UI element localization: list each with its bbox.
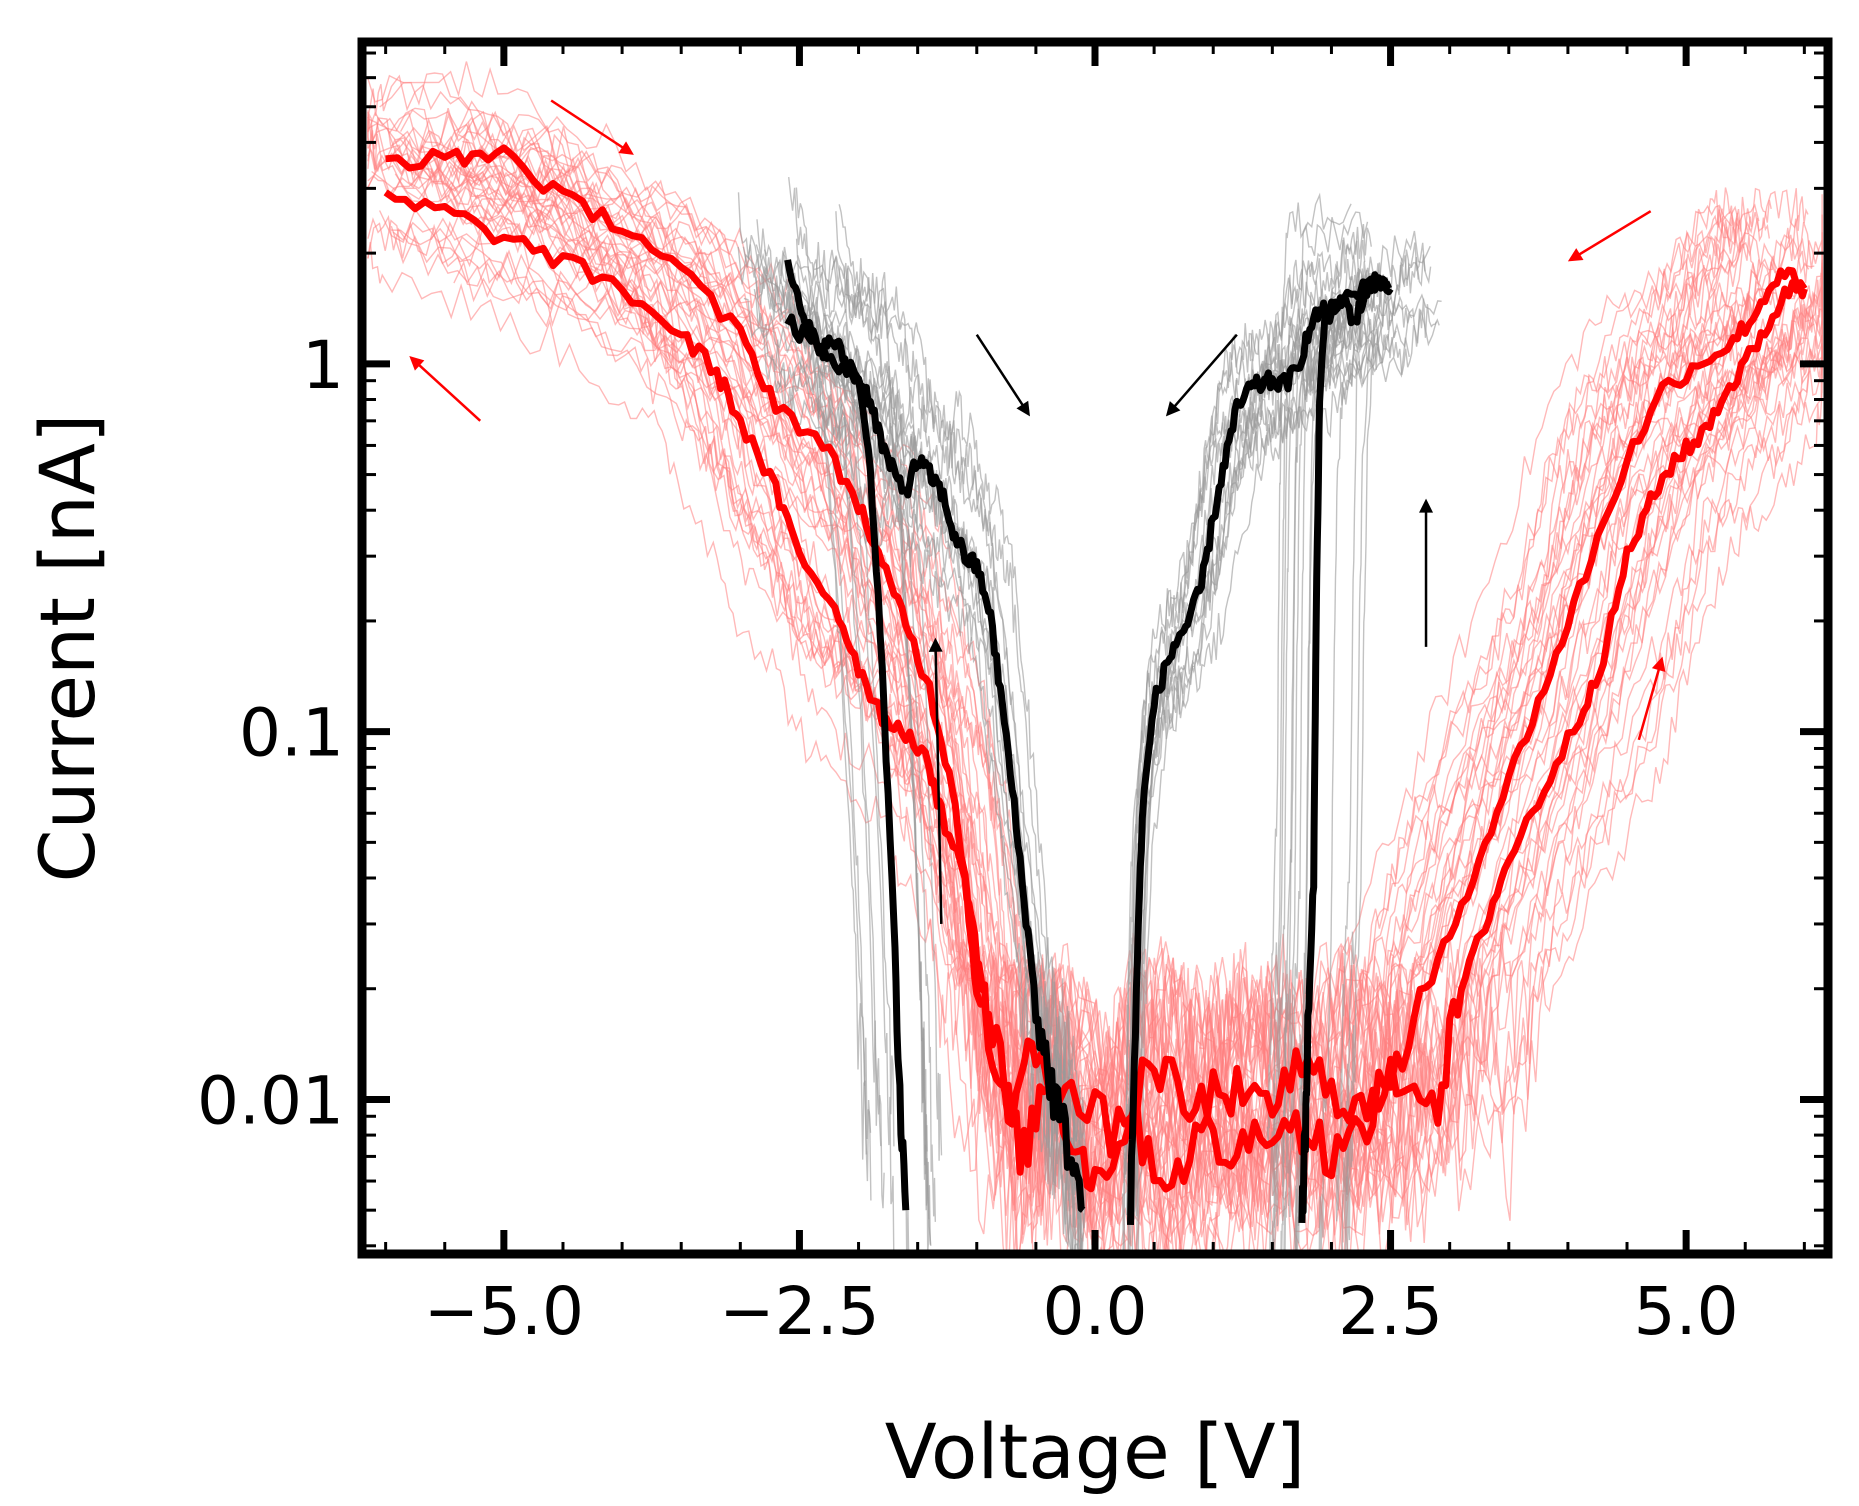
arrow-head xyxy=(1419,498,1434,513)
background-trace xyxy=(1125,239,1366,1160)
background-trace xyxy=(772,246,895,1147)
background-trace xyxy=(838,204,1087,1159)
background-trace xyxy=(1128,337,1380,1254)
background-trace xyxy=(462,110,1823,1105)
series-line-black-highlight-sweep-2 xyxy=(784,313,910,1211)
background-traces xyxy=(367,61,1823,1254)
background-trace xyxy=(737,192,1082,1191)
background-trace xyxy=(367,74,1732,1169)
background-trace xyxy=(1345,293,1442,1254)
background-trace xyxy=(1341,307,1437,1254)
direction-arrow xyxy=(1165,333,1238,417)
background-trace xyxy=(388,111,1809,1111)
background-trace xyxy=(1122,304,1340,1254)
background-trace xyxy=(367,110,1751,1099)
y-axis-title: Current [nA] xyxy=(23,413,112,882)
direction-arrow xyxy=(928,637,943,924)
direction-arrow xyxy=(409,356,482,422)
arrow-head xyxy=(1165,401,1181,417)
axis-ticks: −5.0 −2.5 0.0 2.5 5.0 0.01 0.1 1 xyxy=(197,42,1828,1350)
background-trace xyxy=(1288,267,1377,1218)
background-trace xyxy=(430,209,1823,1254)
arrow-shaft xyxy=(1637,665,1661,741)
background-trace xyxy=(831,255,943,1161)
background-trace xyxy=(367,72,1760,1155)
series-line-red-highlight-sweep-1 xyxy=(385,144,1808,1193)
x-tick-label: 0.0 xyxy=(1043,1273,1148,1350)
arrow-head xyxy=(409,356,425,371)
background-trace xyxy=(367,153,1785,1254)
y-tick-label: 0.01 xyxy=(197,1062,344,1139)
background-trace xyxy=(392,221,1813,1210)
arrow-shaft xyxy=(934,647,943,924)
arrow-head xyxy=(1651,656,1666,672)
arrow-head xyxy=(1016,400,1030,417)
y-tick-label: 0.1 xyxy=(239,695,344,772)
series-line-red-highlight-sweep-2 xyxy=(383,189,1808,1159)
direction-arrow xyxy=(1419,498,1434,647)
background-trace xyxy=(1266,192,1352,1146)
background-trace xyxy=(390,213,1811,1254)
arrow-head xyxy=(928,637,943,652)
arrow-shaft xyxy=(415,361,482,422)
direction-arrow xyxy=(1637,656,1666,741)
direction-arrow xyxy=(975,334,1030,417)
arrow-shaft xyxy=(975,334,1026,409)
x-tick-label: 5.0 xyxy=(1634,1273,1739,1350)
highlight-traces xyxy=(383,144,1808,1225)
series-line-black-highlight-sweep-1 xyxy=(784,259,1086,1213)
background-trace xyxy=(742,234,872,1140)
arrow-head xyxy=(1567,248,1584,262)
background-trace xyxy=(1335,230,1431,1222)
x-tick-label: 2.5 xyxy=(1338,1273,1443,1350)
background-trace xyxy=(743,297,872,1201)
background-trace xyxy=(1280,350,1366,1254)
direction-arrow xyxy=(1567,210,1652,262)
series-line-black-highlight-sweep-4 xyxy=(1298,274,1392,1223)
x-axis-title: Voltage [V] xyxy=(885,1407,1306,1496)
background-trace xyxy=(1283,305,1371,1254)
background-trace xyxy=(737,246,867,1160)
background-trace xyxy=(1135,254,1426,1217)
x-tick-label: −2.5 xyxy=(719,1273,879,1350)
arrow-shaft xyxy=(550,99,627,151)
y-tick-label: 1 xyxy=(302,327,344,404)
background-trace xyxy=(776,379,896,1254)
arrow-head xyxy=(618,141,634,155)
direction-arrow xyxy=(550,99,634,155)
x-tick-label: −5.0 xyxy=(424,1273,584,1350)
arrow-shaft xyxy=(1575,210,1652,258)
background-trace xyxy=(823,314,936,1222)
background-trace xyxy=(753,288,1083,1254)
direction-arrows xyxy=(409,99,1666,924)
arrow-shaft xyxy=(1171,333,1238,410)
